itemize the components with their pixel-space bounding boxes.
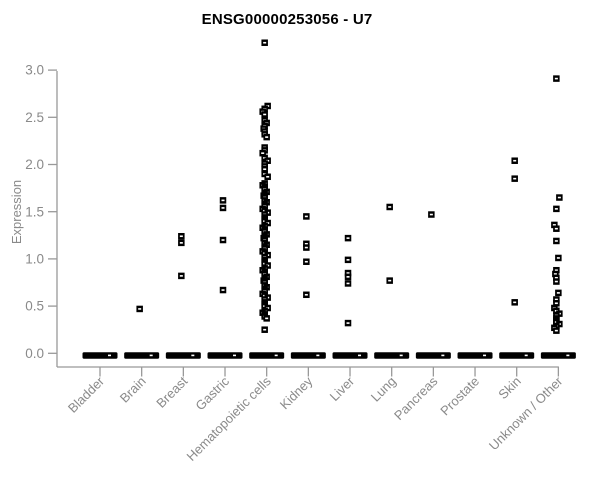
zero-bar-marker-center <box>316 354 320 357</box>
zero-bar[interactable] <box>165 352 201 359</box>
data-point-center <box>221 239 225 241</box>
data-point-center <box>179 242 183 244</box>
data-point-center <box>304 260 308 263</box>
zero-bar[interactable] <box>82 352 118 359</box>
data-point-center <box>221 289 225 291</box>
category-label: Unknown / Other <box>486 373 566 453</box>
data-point-center <box>513 159 517 162</box>
category-label: Breast <box>153 373 190 410</box>
category-label: Lung <box>368 374 399 405</box>
data-point-center <box>429 213 433 216</box>
data-point-center <box>346 272 350 274</box>
zero-bar[interactable] <box>249 352 285 359</box>
category-label: Skin <box>495 374 523 402</box>
chart-title: ENSG00000253056 - U7 <box>201 11 373 28</box>
data-point-center <box>346 276 350 278</box>
data-point-center <box>554 240 558 242</box>
zero-bar[interactable] <box>374 352 410 359</box>
data-point-center <box>554 208 558 210</box>
zero-bar-marker-center <box>191 354 195 357</box>
category-label: Bladder <box>65 373 108 416</box>
y-tick-label: 0.0 <box>25 346 44 361</box>
y-tick-label: 1.5 <box>25 204 44 219</box>
zero-bar[interactable] <box>290 352 326 359</box>
data-point-center <box>304 242 308 245</box>
data-point-center <box>554 276 558 279</box>
data-point-center <box>221 207 225 209</box>
data-point-center <box>304 215 308 218</box>
category-label: Kidney <box>277 373 316 412</box>
data-point-center <box>265 317 269 320</box>
data-point-center <box>554 77 558 80</box>
data-point-center <box>513 177 517 180</box>
data-point-center <box>388 279 392 282</box>
data-point-center <box>554 269 558 272</box>
y-tick-label: 2.5 <box>25 110 44 125</box>
zero-bar-marker-center <box>483 354 487 357</box>
data-point-center <box>138 308 142 310</box>
y-tick-label: 3.0 <box>25 63 44 78</box>
zero-bar[interactable] <box>457 352 493 359</box>
data-point-center <box>554 298 558 301</box>
data-point-center <box>265 136 269 138</box>
data-point-center <box>552 224 556 226</box>
data-point-center <box>553 273 557 275</box>
data-point-center <box>556 292 560 294</box>
zero-bar-marker-center <box>399 354 403 357</box>
zero-bar[interactable] <box>415 352 451 359</box>
zero-bar-marker-center <box>233 354 237 357</box>
zero-bar-marker-center <box>524 354 528 357</box>
data-point-center <box>221 199 225 202</box>
data-point-center <box>554 302 558 305</box>
data-point-center <box>304 246 308 249</box>
data-point-center <box>554 227 558 230</box>
zero-bar-marker-center <box>441 354 445 357</box>
zero-bar-marker-center <box>108 354 111 357</box>
data-point-center <box>346 282 350 285</box>
zero-bar[interactable] <box>124 352 160 359</box>
zero-bar[interactable] <box>499 352 535 359</box>
category-label: Brain <box>117 374 149 406</box>
zero-bar[interactable] <box>207 352 243 359</box>
zero-bar-marker-center <box>149 354 153 357</box>
category-label: Liver <box>327 373 358 404</box>
data-point-center <box>388 206 392 208</box>
data-point-center <box>346 259 350 261</box>
y-tick-label: 2.0 <box>25 157 44 172</box>
data-point-center <box>179 275 183 277</box>
zero-bar-marker-center <box>274 354 278 357</box>
data-point-center <box>263 113 267 116</box>
data-point-center <box>179 235 183 238</box>
data-point-center <box>261 152 265 154</box>
data-point-center <box>263 328 267 331</box>
data-point-center <box>554 329 558 332</box>
zero-bar[interactable] <box>332 352 368 359</box>
category-label: Gastric <box>192 373 232 413</box>
data-point-center <box>513 301 517 304</box>
data-point-center <box>554 280 558 283</box>
data-point-center <box>557 196 561 199</box>
zero-bar[interactable] <box>540 352 576 359</box>
category-label: Pancreas <box>391 373 441 423</box>
data-point-center <box>304 293 308 296</box>
zero-bar-marker-center <box>358 354 362 357</box>
data-point-center <box>556 257 560 259</box>
data-point-center <box>263 168 267 171</box>
data-point-center <box>346 322 350 324</box>
y-tick-label: 0.5 <box>25 299 44 314</box>
data-point-center <box>263 41 267 44</box>
data-point-center <box>346 237 350 239</box>
y-tick-label: 1.0 <box>25 252 44 267</box>
category-label: Prostate <box>437 374 482 419</box>
data-point-center <box>266 175 270 178</box>
zero-bar-marker-center <box>566 354 570 357</box>
